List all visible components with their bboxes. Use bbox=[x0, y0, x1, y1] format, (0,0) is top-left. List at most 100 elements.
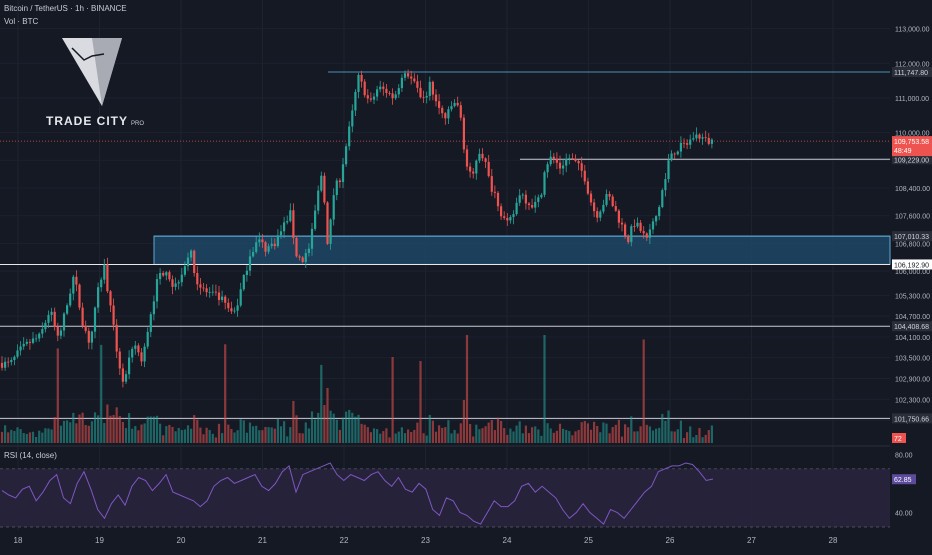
volume-bar bbox=[177, 428, 180, 443]
candle-body bbox=[431, 81, 434, 95]
candle-body bbox=[295, 237, 298, 257]
symbol-title[interactable]: Bitcoin / TetherUS · 1h · BINANCE bbox=[4, 4, 127, 13]
volume-bar bbox=[382, 431, 385, 443]
candle-body bbox=[509, 217, 512, 221]
candle-body bbox=[664, 179, 667, 191]
volume-bar bbox=[531, 427, 534, 443]
candle-body bbox=[264, 242, 267, 252]
rsi-tick-label: 80.00 bbox=[895, 452, 913, 459]
volume-bar bbox=[72, 412, 75, 443]
volume-bar bbox=[53, 417, 56, 443]
volume-last-tag bbox=[892, 433, 906, 443]
volume-bar bbox=[540, 435, 543, 443]
candle-body bbox=[692, 138, 695, 140]
volume-bar bbox=[593, 421, 596, 443]
volume-bar bbox=[295, 415, 298, 443]
candle-body bbox=[372, 96, 376, 100]
candle-body bbox=[568, 158, 571, 159]
volume-bar bbox=[577, 429, 580, 443]
volume-bar bbox=[583, 421, 586, 443]
candle-body bbox=[558, 162, 562, 169]
volume-bar bbox=[62, 420, 66, 443]
volume-bar bbox=[363, 424, 366, 443]
candle-body bbox=[543, 172, 546, 195]
volume-bar bbox=[186, 425, 190, 443]
candle-body bbox=[444, 113, 447, 119]
candle-body bbox=[487, 161, 490, 177]
candle-body bbox=[35, 338, 38, 340]
volume-bar bbox=[162, 435, 165, 443]
candle-body bbox=[143, 346, 146, 362]
candle-body bbox=[403, 73, 407, 78]
candle-body bbox=[338, 180, 341, 183]
candle-body bbox=[611, 196, 614, 207]
candle-body bbox=[248, 256, 252, 271]
candle-body bbox=[630, 226, 633, 243]
time-tick-label: 27 bbox=[747, 536, 756, 545]
volume-bar bbox=[586, 423, 589, 443]
volume-bar bbox=[354, 416, 357, 443]
volume-bar bbox=[97, 415, 100, 443]
candle-body bbox=[13, 356, 16, 360]
candle-body bbox=[41, 329, 44, 334]
volume-bar bbox=[7, 432, 10, 443]
volume-bar bbox=[422, 433, 425, 443]
demand-zone bbox=[153, 235, 891, 265]
candle-body bbox=[531, 205, 534, 208]
volume-bar bbox=[239, 419, 242, 443]
candle-body bbox=[388, 93, 391, 94]
volume-bar bbox=[571, 435, 574, 443]
candle-body bbox=[131, 348, 134, 358]
price-axis[interactable]: 113,000.00 112,000.00 111,000.00 110,000.00… bbox=[892, 27, 932, 518]
volume-bar bbox=[568, 431, 571, 443]
rsi-indicator-label[interactable]: RSI (14, close) bbox=[4, 451, 57, 460]
volume-bar bbox=[447, 420, 450, 443]
volume-bar bbox=[87, 425, 90, 443]
volume-bar bbox=[379, 433, 382, 443]
volume-indicator-label[interactable]: Vol · BTC bbox=[4, 17, 39, 26]
candle-body bbox=[149, 314, 152, 332]
candle-body bbox=[475, 160, 478, 174]
volume-bar bbox=[403, 433, 407, 443]
candle-body bbox=[524, 194, 527, 204]
volume-bar bbox=[617, 419, 620, 443]
candle-body bbox=[236, 305, 239, 311]
candle-body bbox=[540, 194, 543, 198]
candle-body bbox=[239, 289, 242, 306]
rsi-band bbox=[0, 468, 890, 527]
volume-bar bbox=[549, 428, 552, 443]
volume-bar bbox=[372, 428, 376, 443]
candle-body bbox=[434, 94, 438, 102]
candle-body bbox=[286, 221, 289, 223]
candle-body bbox=[348, 126, 351, 147]
candle-body bbox=[155, 279, 159, 302]
price-level-tag bbox=[892, 231, 932, 242]
volume-bar bbox=[273, 428, 276, 443]
candle-body bbox=[258, 239, 261, 243]
volume-bar bbox=[143, 423, 146, 443]
last-price-label: 109,753.58 bbox=[894, 139, 929, 146]
candle-body bbox=[323, 175, 326, 203]
volume-bar bbox=[366, 427, 369, 443]
volume-bar bbox=[425, 435, 428, 443]
volume-bar bbox=[512, 431, 515, 443]
volume-bar bbox=[655, 428, 658, 443]
candle-body bbox=[596, 211, 599, 218]
time-axis[interactable]: 18 19 20 21 22 23 24 25 26 27 28 bbox=[14, 536, 838, 545]
candle-body bbox=[72, 276, 75, 294]
candle-body bbox=[50, 311, 53, 315]
candle-body bbox=[140, 352, 143, 362]
volume-bar bbox=[75, 423, 78, 443]
candle-body bbox=[289, 210, 292, 222]
candle-body bbox=[602, 204, 605, 212]
volume-bar bbox=[146, 416, 149, 443]
candle-body bbox=[481, 153, 484, 159]
volume-bar bbox=[596, 425, 599, 443]
volume-bar bbox=[248, 422, 252, 443]
volume-bar bbox=[230, 428, 233, 443]
volume-bar bbox=[614, 424, 617, 443]
volume-bar bbox=[698, 428, 701, 443]
volume-bar bbox=[205, 427, 208, 443]
